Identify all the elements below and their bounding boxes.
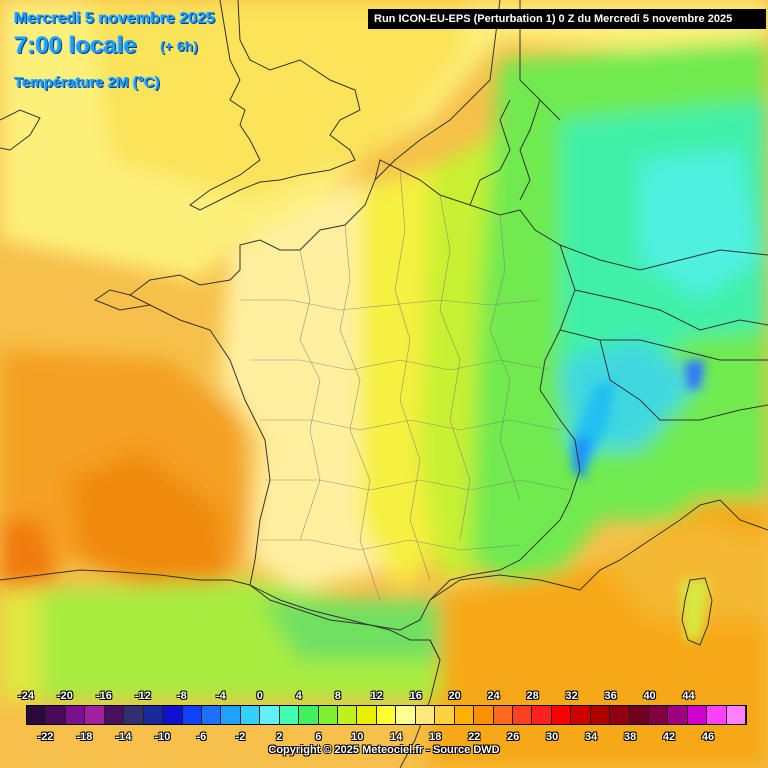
- color-scale-cell: [260, 706, 280, 724]
- legend-label-top: 20: [448, 690, 461, 702]
- color-scale-cell: [27, 706, 47, 724]
- legend-label-top: 12: [370, 690, 383, 702]
- legend-label-bottom: 42: [662, 731, 676, 743]
- color-scale-cell: [726, 706, 747, 724]
- legend-label-bottom: 14: [390, 731, 403, 743]
- color-scale-cell: [143, 706, 164, 724]
- legend-label-top: 4: [295, 690, 302, 702]
- color-scale-cell: [357, 706, 377, 724]
- legend-label-bottom: 34: [584, 731, 598, 743]
- color-scale-cell: [163, 706, 183, 724]
- legend-label-top: -4: [215, 690, 226, 702]
- color-scale-cell: [182, 706, 202, 724]
- run-info-banner: Run ICON-EU-EPS (Perturbation 1) 0 Z du …: [368, 9, 766, 29]
- parameter-title: Température 2M (°C): [14, 74, 160, 91]
- color-scale-cell: [532, 706, 552, 724]
- legend-label-top: 32: [565, 690, 578, 702]
- legend-label-top: 8: [334, 690, 341, 702]
- color-scale-cell: [629, 706, 649, 724]
- time-title: 7:00 locale: [14, 32, 137, 59]
- color-scale-cell: [104, 706, 125, 724]
- color-scale-cell: [551, 706, 572, 724]
- color-scale-bar: [26, 705, 747, 725]
- legend-label-bottom: -2: [235, 731, 246, 743]
- legend-label-top: -12: [134, 690, 151, 702]
- color-scale-cell: [201, 706, 222, 724]
- color-scale-cell: [474, 706, 494, 724]
- color-scale-cell: [493, 706, 513, 724]
- color-scale-cell: [668, 706, 688, 724]
- legend-label-top: 36: [604, 690, 617, 702]
- color-scale-cell: [221, 706, 241, 724]
- legend-label-bottom: 2: [276, 731, 283, 743]
- color-scale-cell: [610, 706, 630, 724]
- legend-label-bottom: 30: [546, 731, 559, 743]
- legend-label-top: 44: [682, 690, 695, 702]
- offset-label: (+ 6h): [160, 38, 198, 54]
- color-scale-cell: [415, 706, 436, 724]
- legend-label-top: -16: [95, 690, 112, 702]
- legend-label-bottom: -10: [154, 731, 171, 743]
- color-scale-cell: [454, 706, 475, 724]
- legend-label-top: 0: [256, 690, 263, 702]
- legend-label-bottom: -18: [76, 731, 93, 743]
- copyright-notice: Copyright © 2025 Meteociel.fr - Source D…: [268, 744, 500, 756]
- color-scale-cell: [571, 706, 591, 724]
- legend-label-bottom: -22: [37, 731, 54, 743]
- color-scale-cell: [338, 706, 358, 724]
- legend-label-top: 24: [487, 690, 500, 702]
- legend-label-top: -20: [57, 690, 73, 702]
- color-scale-cell: [279, 706, 300, 724]
- color-scale-cell: [396, 706, 416, 724]
- color-scale-cell: [124, 706, 144, 724]
- color-scale-cell: [512, 706, 533, 724]
- legend-label-bottom: 38: [623, 731, 637, 743]
- color-scale-cell: [687, 706, 708, 724]
- legend-label-bottom: 22: [468, 731, 481, 743]
- color-scale-cell: [649, 706, 669, 724]
- legend-label-bottom: 6: [315, 731, 322, 743]
- color-scale-cell: [707, 706, 727, 724]
- legend-label-top: -8: [177, 690, 187, 702]
- color-scale-cell: [590, 706, 611, 724]
- legend-label-bottom: 10: [351, 731, 364, 743]
- legend-label-bottom: -6: [196, 731, 207, 743]
- color-scale-cell: [240, 706, 261, 724]
- legend-label-bottom: 18: [429, 731, 442, 743]
- color-scale-cell: [376, 706, 397, 724]
- legend-label-top: 28: [526, 690, 539, 702]
- color-scale-cell: [46, 706, 66, 724]
- legend-label-bottom: -14: [115, 731, 132, 743]
- legend-label-top: 40: [643, 690, 656, 702]
- color-scale-cell: [299, 706, 319, 724]
- legend-label-top: 16: [409, 690, 422, 702]
- color-scale-cell: [318, 706, 338, 724]
- color-scale-cell: [85, 706, 105, 724]
- legend-label-top: -24: [18, 690, 34, 702]
- legend-label-bottom: 26: [507, 731, 520, 743]
- color-scale-cell: [435, 706, 455, 724]
- date-title: Mercredi 5 novembre 2025: [14, 10, 215, 27]
- legend-label-bottom: 46: [701, 731, 715, 743]
- color-scale-cell: [65, 706, 86, 724]
